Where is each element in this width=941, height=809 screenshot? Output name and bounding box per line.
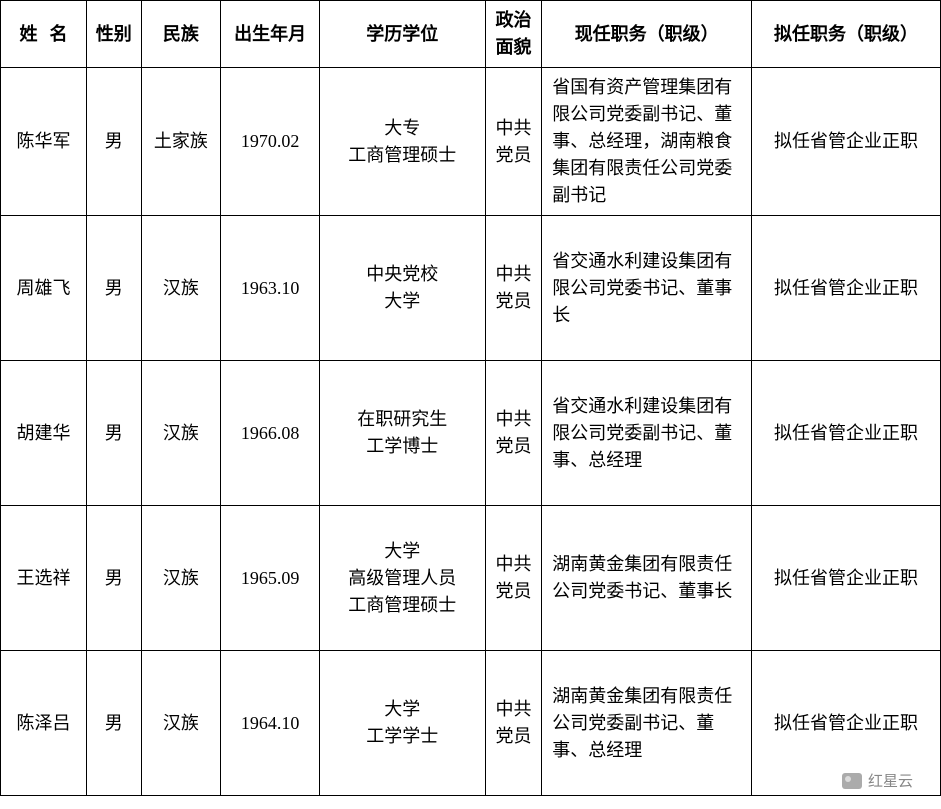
cell-name: 周雄飞: [1, 216, 87, 361]
cell-gender: 男: [87, 216, 142, 361]
cell-gender: 男: [87, 68, 142, 216]
table-row: 王选祥 男 汉族 1965.09 大学 高级管理人员 工商管理硕士 中共 党员 …: [1, 506, 941, 651]
table-header-row: 姓名 性别 民族 出生年月 学历学位 政治 面貌 现任职务（职级） 拟任职务（职…: [1, 1, 941, 68]
header-education: 学历学位: [319, 1, 485, 68]
cell-ethnic: 汉族: [141, 506, 221, 651]
cell-political: 中共 党员: [485, 216, 542, 361]
cell-current: 省交通水利建设集团有限公司党委副书记、董事、总经理: [542, 361, 752, 506]
cell-proposed: 拟任省管企业正职: [752, 361, 941, 506]
cell-birth: 1966.08: [221, 361, 320, 506]
header-gender: 性别: [87, 1, 142, 68]
header-current: 现任职务（职级）: [542, 1, 752, 68]
cell-education: 中央党校 大学: [319, 216, 485, 361]
cell-name: 陈华军: [1, 68, 87, 216]
cell-political: 中共 党员: [485, 506, 542, 651]
cell-gender: 男: [87, 361, 142, 506]
cell-current: 省国有资产管理集团有限公司党委副书记、董事、总经理，湖南粮食集团有限责任公司党委…: [542, 68, 752, 216]
cell-proposed: 拟任省管企业正职: [752, 68, 941, 216]
cell-proposed: 拟任省管企业正职: [752, 216, 941, 361]
cell-birth: 1970.02: [221, 68, 320, 216]
cell-name: 王选祥: [1, 506, 87, 651]
table-row: 陈泽吕 男 汉族 1964.10 大学 工学学士 中共 党员 湖南黄金集团有限责…: [1, 651, 941, 796]
cell-ethnic: 土家族: [141, 68, 221, 216]
cell-education: 在职研究生 工学博士: [319, 361, 485, 506]
cell-ethnic: 汉族: [141, 361, 221, 506]
table-row: 胡建华 男 汉族 1966.08 在职研究生 工学博士 中共 党员 省交通水利建…: [1, 361, 941, 506]
cell-proposed: 拟任省管企业正职: [752, 506, 941, 651]
cell-gender: 男: [87, 651, 142, 796]
cell-education: 大学 高级管理人员 工商管理硕士: [319, 506, 485, 651]
cell-education: 大学 工学学士: [319, 651, 485, 796]
wechat-icon: [842, 773, 862, 789]
cell-birth: 1964.10: [221, 651, 320, 796]
cell-education: 大专 工商管理硕士: [319, 68, 485, 216]
header-proposed: 拟任职务（职级）: [752, 1, 941, 68]
table-row: 周雄飞 男 汉族 1963.10 中央党校 大学 中共 党员 省交通水利建设集团…: [1, 216, 941, 361]
watermark: 红星云: [842, 770, 913, 791]
watermark-text: 红星云: [868, 770, 913, 791]
header-ethnic: 民族: [141, 1, 221, 68]
cell-ethnic: 汉族: [141, 651, 221, 796]
cell-birth: 1963.10: [221, 216, 320, 361]
header-birth: 出生年月: [221, 1, 320, 68]
header-political: 政治 面貌: [485, 1, 542, 68]
cell-current: 省交通水利建设集团有限公司党委书记、董事长: [542, 216, 752, 361]
cell-political: 中共 党员: [485, 651, 542, 796]
cell-name: 陈泽吕: [1, 651, 87, 796]
table-body: 陈华军 男 土家族 1970.02 大专 工商管理硕士 中共 党员 省国有资产管…: [1, 68, 941, 796]
cell-current: 湖南黄金集团有限责任公司党委副书记、董事、总经理: [542, 651, 752, 796]
cell-gender: 男: [87, 506, 142, 651]
cell-ethnic: 汉族: [141, 216, 221, 361]
personnel-table: 姓名 性别 民族 出生年月 学历学位 政治 面貌 现任职务（职级） 拟任职务（职…: [0, 0, 941, 796]
cell-political: 中共 党员: [485, 361, 542, 506]
table-row: 陈华军 男 土家族 1970.02 大专 工商管理硕士 中共 党员 省国有资产管…: [1, 68, 941, 216]
cell-name: 胡建华: [1, 361, 87, 506]
header-name: 姓名: [1, 1, 87, 68]
cell-birth: 1965.09: [221, 506, 320, 651]
cell-political: 中共 党员: [485, 68, 542, 216]
cell-current: 湖南黄金集团有限责任公司党委书记、董事长: [542, 506, 752, 651]
